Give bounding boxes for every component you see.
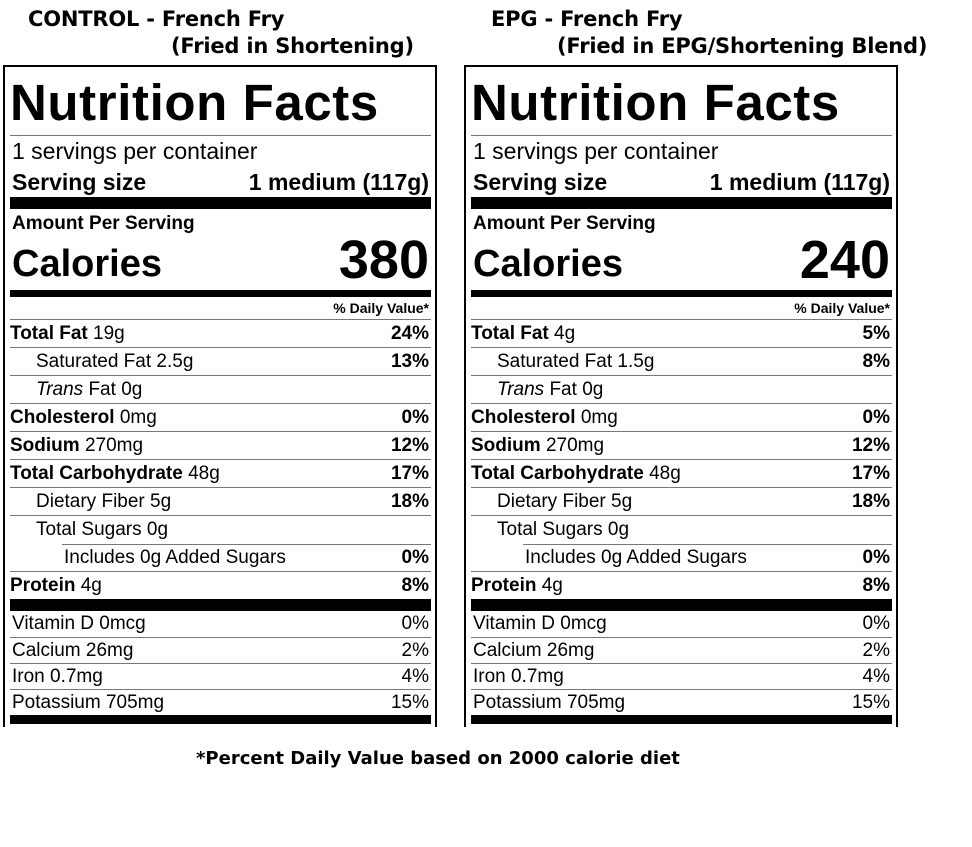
serving-size-label: Serving size [12,169,147,195]
protein-dv: 8% [862,574,890,596]
servings-per-container: 1 servings per container [473,138,719,164]
saturated-fat-row: Saturated Fat 2.5g 13% [10,347,431,375]
nutrition-facts-title: Nutrition Facts [471,74,840,131]
control-nutrition-label: Nutrition Facts 1 servings per container… [3,65,437,727]
total-fat-row: Total Fat 19g 24% [10,319,431,347]
protein-row: Protein 4g 8% [471,571,892,599]
vitamins-section: Vitamin D 0mcg 0% Calcium 26mg 2% Iron 0.7… [10,611,431,715]
serving-size-label: Serving size [473,169,608,195]
dietary-fiber-row: Dietary Fiber 5g 18% [10,487,431,515]
total-carbohydrate-row: Total Carbohydrate 48g 17% [10,459,431,487]
saturated-fat-row: Saturated Fat 1.5g 8% [471,347,892,375]
iron-row: Iron 0.7mg 4% [10,663,431,689]
calcium-row: Calcium 26mg 2% [10,637,431,663]
serving-size-row: Serving size 1 medium (117g) [471,166,892,197]
vitamin-d-row: Vitamin D 0mcg 0% [473,613,890,634]
added-sugars-dv: 0% [401,546,429,568]
trans-fat-row: Trans Fat 0g [10,375,431,403]
calories-row: Calories 240 [471,230,892,290]
vitamin-d-row: Vitamin D 0mcg 0% [12,613,429,634]
cholesterol-dv: 0% [401,406,429,428]
saturated-fat-dv: 8% [862,350,890,372]
saturated-fat-dv: 13% [390,350,429,372]
sodium-dv: 12% [390,434,429,456]
calories-label: Calories [12,243,162,285]
nutrition-facts-title: Nutrition Facts [10,74,379,131]
cholesterol-row: Cholesterol 0mg 0% [471,403,892,431]
trans-fat-row: Trans Fat 0g [471,375,892,403]
control-subheading: (Fried in Shortening) [171,34,414,58]
dietary-fiber-dv: 18% [390,490,429,512]
cholesterol-row: Cholesterol 0mg 0% [10,403,431,431]
calcium-row: Calcium 26mg 2% [471,637,892,663]
protein-row: Protein 4g 8% [10,571,431,599]
potassium-row: Potassium 705mg 15% [471,689,892,715]
cholesterol-dv: 0% [862,406,890,428]
calories-label: Calories [473,243,623,285]
daily-value-header: % Daily Value* [333,300,429,316]
protein-dv: 8% [401,574,429,596]
total-fat-row: Total Fat 4g 5% [471,319,892,347]
epg-nutrition-label: Nutrition Facts 1 servings per container… [464,65,898,727]
serving-size-value: 1 medium (117g) [248,169,429,195]
added-sugars-row: Includes 0g Added Sugars 0% [10,543,431,571]
dietary-fiber-dv: 18% [851,490,890,512]
control-heading: CONTROL - French Fry [28,7,285,31]
total-fat-dv: 24% [390,322,429,344]
amount-per-serving: Amount Per Serving [12,213,195,234]
amount-per-serving: Amount Per Serving [473,213,656,234]
epg-subheading: (Fried in EPG/Shortening Blend) [557,34,928,58]
footnote: *Percent Daily Value based on 2000 calor… [196,748,680,769]
vitamins-section: Vitamin D 0mcg 0% Calcium 26mg 2% Iron 0.7… [471,611,892,715]
daily-value-header: % Daily Value* [794,300,890,316]
calories-row: Calories 380 [10,230,431,290]
calories-value: 240 [799,230,890,290]
added-sugars-dv: 0% [862,546,890,568]
total-sugars-row: Total Sugars 0g [10,515,431,543]
total-carbohydrate-dv: 17% [390,462,429,484]
iron-row: Iron 0.7mg 4% [471,663,892,689]
added-sugars-row: Includes 0g Added Sugars 0% [471,543,892,571]
total-sugars-row: Total Sugars 0g [471,515,892,543]
sodium-dv: 12% [851,434,890,456]
servings-per-container: 1 servings per container [12,138,258,164]
serving-size-row: Serving size 1 medium (117g) [10,166,431,197]
serving-size-value: 1 medium (117g) [709,169,890,195]
total-fat-dv: 5% [862,322,890,344]
epg-heading: EPG - French Fry [491,7,683,31]
sodium-row: Sodium 270mg 12% [10,431,431,459]
total-carbohydrate-dv: 17% [851,462,890,484]
calories-value: 380 [338,230,429,290]
sodium-row: Sodium 270mg 12% [471,431,892,459]
dietary-fiber-row: Dietary Fiber 5g 18% [471,487,892,515]
potassium-row: Potassium 705mg 15% [10,689,431,715]
total-carbohydrate-row: Total Carbohydrate 48g 17% [471,459,892,487]
